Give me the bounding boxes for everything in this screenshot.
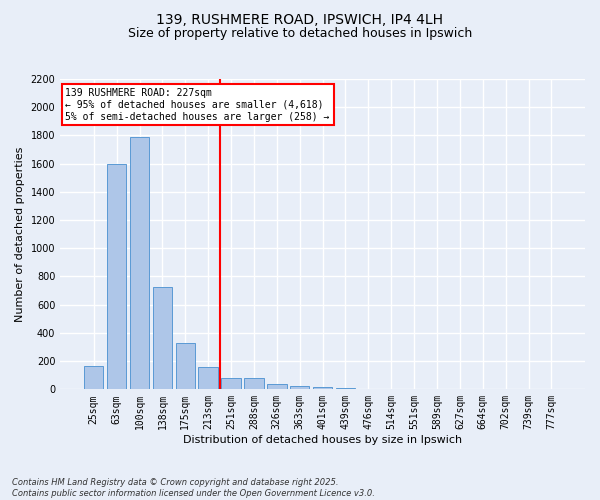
- Bar: [290, 386, 310, 390]
- Text: 139 RUSHMERE ROAD: 227sqm
← 95% of detached houses are smaller (4,618)
5% of sem: 139 RUSHMERE ROAD: 227sqm ← 95% of detac…: [65, 88, 330, 122]
- Bar: [84, 366, 103, 390]
- Bar: [199, 367, 218, 390]
- Bar: [313, 387, 332, 390]
- Bar: [244, 378, 263, 390]
- Y-axis label: Number of detached properties: Number of detached properties: [15, 146, 25, 322]
- Bar: [221, 378, 241, 390]
- Bar: [130, 137, 149, 390]
- X-axis label: Distribution of detached houses by size in Ipswich: Distribution of detached houses by size …: [183, 435, 462, 445]
- Bar: [107, 164, 127, 390]
- Text: Contains HM Land Registry data © Crown copyright and database right 2025.
Contai: Contains HM Land Registry data © Crown c…: [12, 478, 375, 498]
- Text: Size of property relative to detached houses in Ipswich: Size of property relative to detached ho…: [128, 28, 472, 40]
- Bar: [176, 343, 195, 390]
- Bar: [152, 287, 172, 390]
- Bar: [267, 384, 287, 390]
- Text: 139, RUSHMERE ROAD, IPSWICH, IP4 4LH: 139, RUSHMERE ROAD, IPSWICH, IP4 4LH: [157, 12, 443, 26]
- Bar: [336, 388, 355, 390]
